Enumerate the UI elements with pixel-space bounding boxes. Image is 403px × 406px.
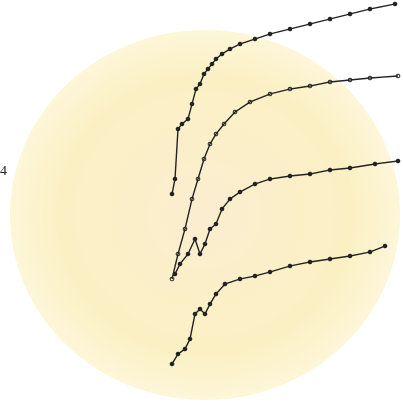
data-point bbox=[308, 172, 312, 176]
annotation: 4 bbox=[0, 164, 7, 179]
data-point bbox=[170, 362, 174, 366]
data-point bbox=[238, 277, 242, 281]
data-point bbox=[203, 312, 207, 316]
data-point bbox=[238, 42, 242, 46]
data-point bbox=[210, 62, 214, 66]
data-point bbox=[183, 347, 187, 351]
data-point bbox=[253, 274, 257, 278]
data-point bbox=[348, 12, 352, 16]
data-point bbox=[288, 264, 292, 268]
data-point bbox=[173, 272, 177, 276]
data-point bbox=[193, 237, 197, 241]
data-point bbox=[176, 352, 180, 356]
data-point bbox=[223, 282, 227, 286]
data-point bbox=[288, 27, 292, 31]
data-point bbox=[268, 270, 272, 274]
data-point bbox=[253, 37, 257, 41]
data-point bbox=[396, 159, 400, 163]
data-point bbox=[220, 207, 224, 211]
data-point bbox=[208, 227, 212, 231]
data-point bbox=[193, 312, 197, 316]
data-point bbox=[198, 307, 202, 311]
data-point bbox=[203, 242, 207, 246]
data-point bbox=[268, 32, 272, 36]
data-point bbox=[178, 262, 182, 266]
data-point bbox=[268, 177, 272, 181]
data-point bbox=[228, 197, 232, 201]
data-point bbox=[368, 7, 372, 11]
data-point bbox=[186, 117, 190, 121]
data-point bbox=[176, 127, 180, 131]
data-point bbox=[328, 257, 332, 261]
data-point bbox=[348, 166, 352, 170]
data-point bbox=[308, 22, 312, 26]
data-point bbox=[214, 292, 218, 296]
data-point bbox=[214, 57, 218, 61]
data-point bbox=[288, 174, 292, 178]
data-point bbox=[238, 190, 242, 194]
data-point bbox=[348, 254, 352, 258]
data-point bbox=[173, 177, 177, 181]
data-point bbox=[206, 67, 210, 71]
data-point bbox=[383, 244, 387, 248]
data-point bbox=[190, 102, 194, 106]
data-point bbox=[220, 52, 224, 56]
data-point bbox=[198, 252, 202, 256]
data-point bbox=[198, 82, 202, 86]
data-point bbox=[393, 2, 397, 6]
data-point bbox=[368, 250, 372, 254]
data-point bbox=[208, 302, 212, 306]
background-image bbox=[10, 30, 400, 400]
data-point bbox=[170, 192, 174, 196]
data-point bbox=[214, 222, 218, 226]
data-point bbox=[202, 72, 206, 76]
data-point bbox=[186, 252, 190, 256]
data-point bbox=[228, 47, 232, 51]
data-point bbox=[253, 182, 257, 186]
data-point bbox=[328, 168, 332, 172]
data-point bbox=[180, 122, 184, 126]
data-point bbox=[194, 87, 198, 91]
data-point bbox=[308, 260, 312, 264]
data-point bbox=[373, 162, 377, 166]
chart: 4 bbox=[0, 0, 403, 406]
data-point bbox=[328, 17, 332, 21]
data-point bbox=[188, 337, 192, 341]
